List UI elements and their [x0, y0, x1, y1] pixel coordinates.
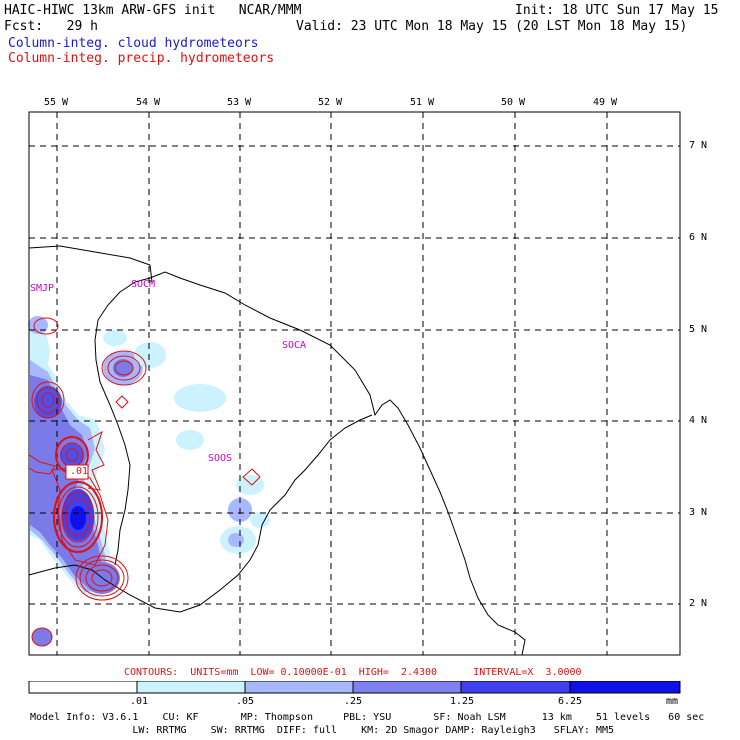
lat-label: 2 N	[689, 598, 708, 609]
lon-label: 51 W	[410, 97, 435, 108]
lat-lon-grid	[29, 112, 680, 655]
colorbar-unit: mm	[666, 696, 679, 707]
plot-title: HAIC-HIWC 13km ARW-GFS init NCAR/MMM	[4, 3, 302, 18]
lon-label: 55 W	[44, 97, 69, 108]
model-info-line2: LW: RRTMG SW: RRTMG DIFF: full KM: 2D Sm…	[30, 725, 614, 736]
coastline	[28, 245, 526, 656]
lat-label: 4 N	[689, 415, 708, 426]
contour-value-box	[65, 464, 89, 480]
init-time: Init: 18 UTC Sun 17 May 15	[515, 3, 719, 18]
station-soos: SOOS	[208, 453, 233, 464]
contour-value-label: .01	[70, 466, 89, 477]
station-soca: SOCA	[282, 340, 307, 351]
lon-label: 49 W	[593, 97, 618, 108]
precip-contours	[28, 317, 261, 647]
lat-label: 5 N	[689, 324, 708, 335]
colorbar-label: .05	[236, 696, 255, 707]
forecast-hour: Fcst: 29 h	[4, 19, 98, 34]
lon-label: 53 W	[227, 97, 252, 108]
model-info-line1: Model Info: V3.6.1 CU: KF MP: Thompson P…	[30, 712, 705, 723]
valid-time: Valid: 23 UTC Mon 18 May 15 (20 LST Mon …	[296, 19, 688, 34]
colorbar-label: .01	[130, 696, 149, 707]
map-frame	[28, 111, 681, 656]
lat-label: 7 N	[689, 140, 708, 151]
colorbar-label: .25	[344, 696, 363, 707]
colorbar	[28, 681, 681, 694]
contour-info: CONTOURS: UNITS=mm LOW= 0.10000E-01 HIGH…	[124, 667, 582, 678]
station-socm: SOCM	[131, 279, 156, 290]
legend-cloud: Column-integ. cloud hydrometeors	[8, 36, 259, 51]
lat-label: 6 N	[689, 232, 708, 243]
lon-label: 52 W	[318, 97, 343, 108]
colorbar-label: 1.25	[450, 696, 475, 707]
legend-precip: Column-integ. precip. hydrometeors	[8, 51, 275, 66]
lon-label: 54 W	[136, 97, 161, 108]
lat-label: 3 N	[689, 507, 708, 518]
station-smjp: SMJP	[30, 283, 55, 294]
colorbar-label: 6.25	[558, 696, 583, 707]
lon-label: 50 W	[501, 97, 526, 108]
